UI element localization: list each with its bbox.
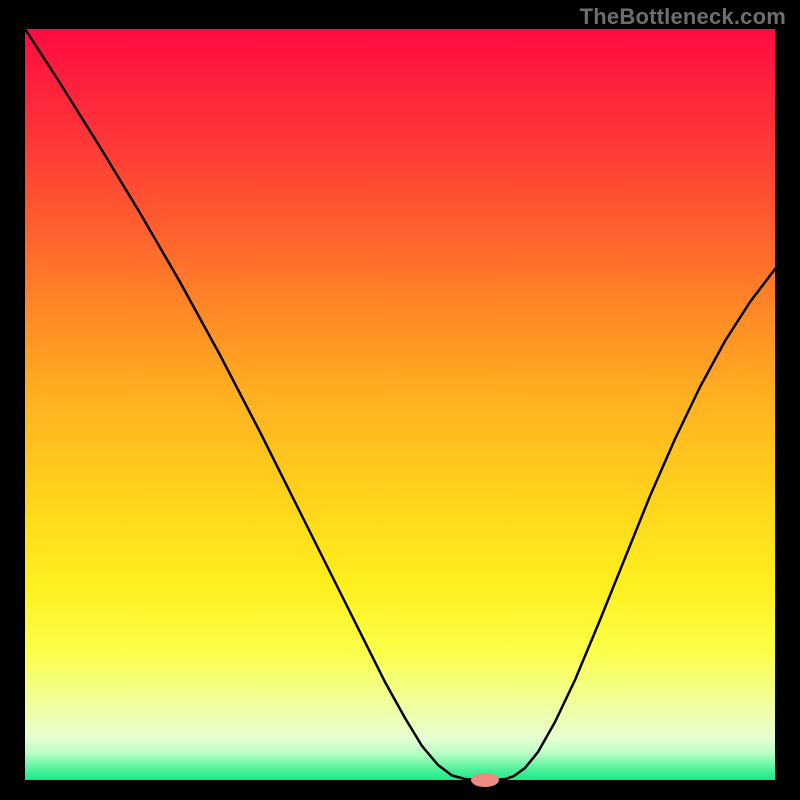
watermark-text: TheBottleneck.com (580, 4, 786, 30)
chart-canvas: TheBottleneck.com (0, 0, 800, 800)
min-marker (471, 773, 499, 787)
bottleneck-chart (0, 0, 800, 800)
plot-area (25, 29, 775, 780)
